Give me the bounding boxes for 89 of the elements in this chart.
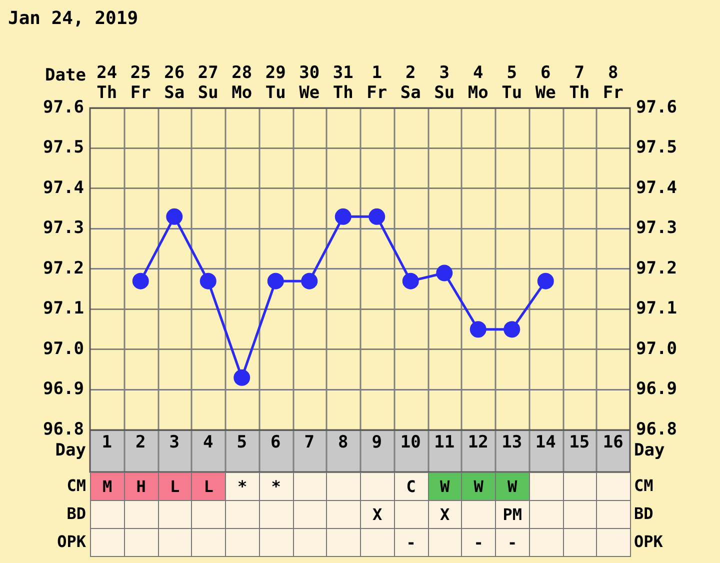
x2-tick-label: 24 Th xyxy=(96,62,118,104)
text: PM xyxy=(502,505,522,524)
text: W xyxy=(508,477,518,496)
x2-tick-label: 7 Th xyxy=(569,62,590,104)
y-tick-label: 97.0 xyxy=(43,338,84,359)
x2-tick-label: 25 Fr xyxy=(130,62,151,104)
text: W xyxy=(440,477,450,496)
x-tick-label: 1 xyxy=(102,432,112,453)
x-tick-label: 5 xyxy=(236,432,247,453)
y-tick-label: 97.4 xyxy=(43,178,84,198)
text: L xyxy=(204,477,214,496)
y2-tick-label: 97.6 xyxy=(636,97,677,118)
x2-tick-label: 31 Th xyxy=(332,62,354,104)
point xyxy=(368,208,386,225)
text: * xyxy=(238,477,248,496)
x2-tick-label: 28 Mo xyxy=(232,62,252,104)
x-tick-label: 8 xyxy=(338,432,348,453)
x2-tick-label: 29 Tu xyxy=(265,62,286,104)
y2-tick-label: 97.1 xyxy=(636,298,677,319)
y-tick-label: 97.3 xyxy=(43,218,84,238)
chart-title: Jan 24, 2019 xyxy=(8,8,138,29)
x2-tick-label: 6 We xyxy=(535,62,556,104)
x2-tick-label: 1 Fr xyxy=(366,62,388,104)
x-tick-label: 12 xyxy=(468,432,488,453)
y-tick-label: 97.1 xyxy=(43,298,84,319)
x-tick-label: 4 xyxy=(203,432,214,453)
point xyxy=(436,264,453,282)
y-tick-label: 96.8 xyxy=(43,419,84,440)
x2-tick-label: 8 Fr xyxy=(602,62,624,104)
x-tick-label: 16 xyxy=(602,432,624,453)
text: * xyxy=(271,477,281,496)
y-tick-label: 97.2 xyxy=(43,258,84,278)
text: - xyxy=(406,533,416,552)
y-tick-label: 97.6 xyxy=(43,97,84,118)
text: - xyxy=(474,533,484,552)
category-label: OPK xyxy=(634,532,663,551)
point xyxy=(334,208,352,225)
category-label: CM xyxy=(66,476,86,495)
y-tick-label: 97.5 xyxy=(43,138,84,158)
text: X xyxy=(440,505,450,524)
text: W xyxy=(474,477,484,496)
point xyxy=(470,321,486,338)
text: X xyxy=(372,505,382,524)
y2-tick-label: 97.3 xyxy=(636,218,677,238)
text: C xyxy=(406,477,416,496)
x-tick-label: 2 xyxy=(136,432,146,453)
x-tick-label: 3 xyxy=(169,432,180,453)
text: L xyxy=(170,477,180,496)
point xyxy=(537,272,554,290)
category-label: CM xyxy=(634,476,654,495)
x-tick-label: 10 xyxy=(400,432,421,453)
point xyxy=(504,321,520,338)
category-label: BD xyxy=(66,504,86,523)
y2-tick-label: 97.5 xyxy=(636,138,677,158)
point xyxy=(234,369,250,386)
x-axis-title: Day xyxy=(55,440,86,460)
text: - xyxy=(508,533,518,552)
x-tick-label: 13 xyxy=(502,432,522,453)
x2-tick-label: 4 Mo xyxy=(468,62,488,104)
x-tick-label: 6 xyxy=(270,432,281,453)
x2-tick-label: 26 Sa xyxy=(164,62,185,104)
x-tick-label: 11 xyxy=(434,432,455,453)
y-tick-label: 96.9 xyxy=(43,379,84,400)
x2-tick-label: 5 Tu xyxy=(502,62,522,104)
text: H xyxy=(136,477,146,496)
point xyxy=(301,272,318,290)
text: Day xyxy=(634,440,665,460)
x-tick-label: 7 xyxy=(304,432,314,453)
x-tick-label: 9 xyxy=(372,432,382,453)
y2-tick-label: 97.4 xyxy=(636,178,677,198)
y2-tick-label: 97.0 xyxy=(636,338,677,359)
x2-tick-label: 30 We xyxy=(299,62,320,104)
category-label: OPK xyxy=(57,532,86,551)
category-label: BD xyxy=(634,504,654,523)
point xyxy=(200,272,216,290)
y2-tick-label: 96.8 xyxy=(636,419,677,440)
x-tick-label: 15 xyxy=(569,432,590,453)
x-tick-label: 14 xyxy=(535,432,556,453)
point xyxy=(267,272,284,290)
text: M xyxy=(102,477,112,496)
y2-tick-label: 97.2 xyxy=(636,258,677,278)
point xyxy=(132,272,149,290)
x2-axis-title: Date xyxy=(45,65,86,86)
point xyxy=(166,208,183,225)
x2-tick-label: 3 Su xyxy=(434,62,455,104)
y2-tick-label: 96.9 xyxy=(636,379,677,400)
point xyxy=(402,272,419,290)
x2-tick-label: 2 Sa xyxy=(400,62,421,104)
x2-tick-label: 27 Su xyxy=(198,62,218,104)
